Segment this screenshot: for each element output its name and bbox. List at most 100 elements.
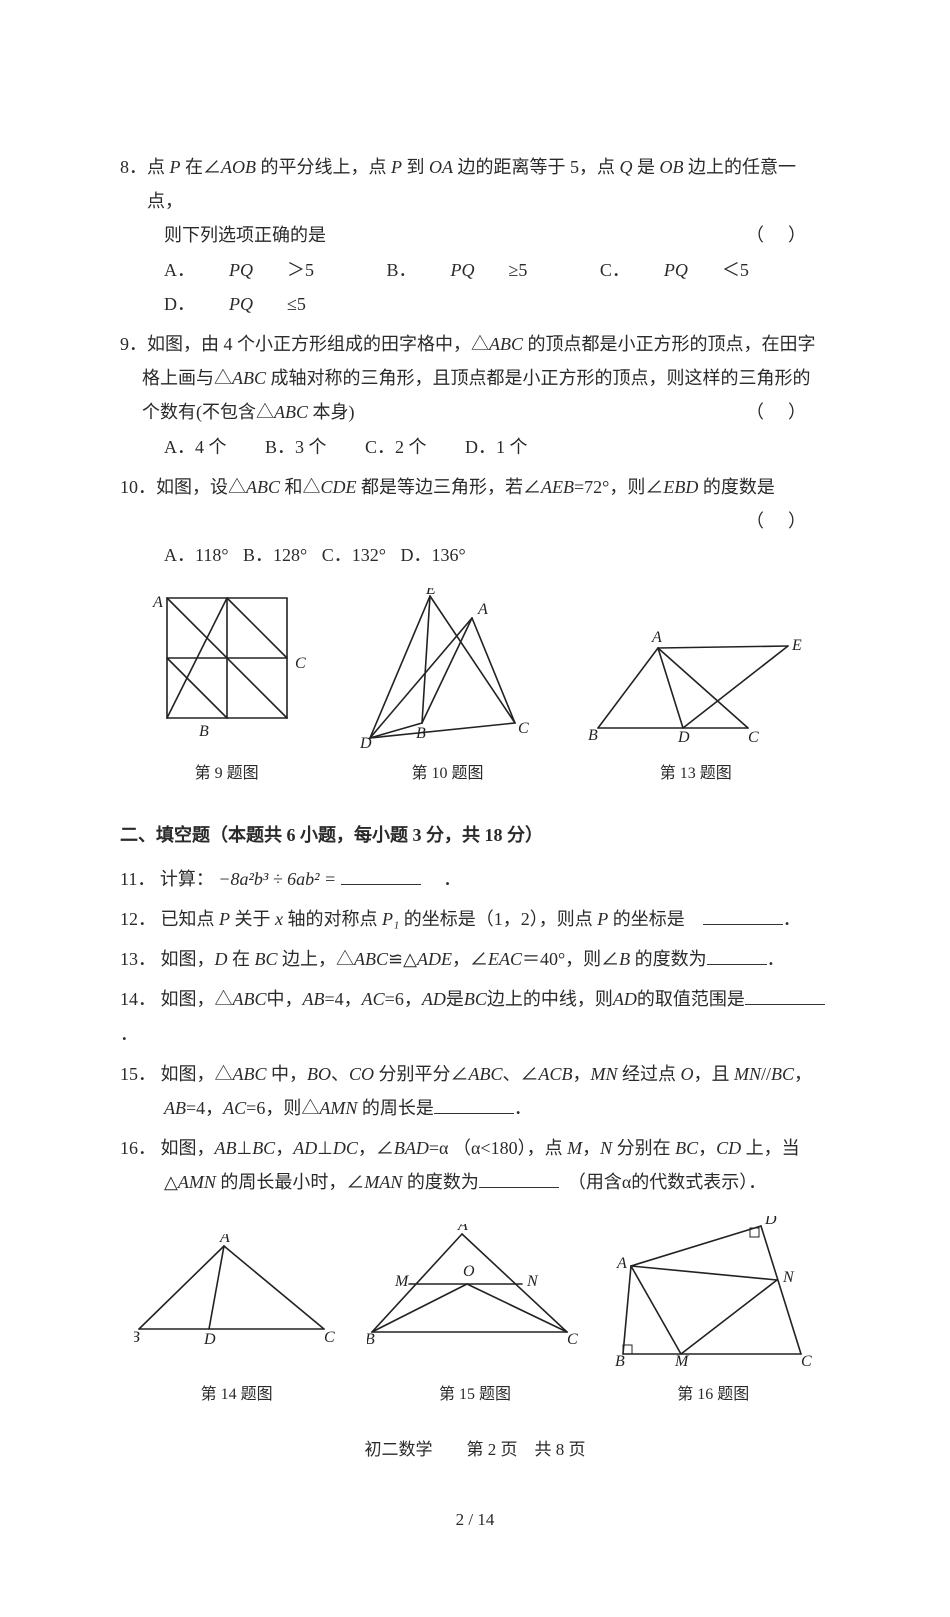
svg-text:O: O [463,1263,475,1280]
q9-number: 9． [120,327,147,361]
figure-row-1: A B C 第 9 题图 A B C D E 第 10 题图 A B C D E 第 13 题图 [120,588,830,789]
question-10: 10． 如图，设△ABC 和△CDE 都是等边三角形，若∠AEB=72°，则∠E… [120,470,830,573]
fig15-svg: ABCMNO [367,1224,582,1352]
q10-line1: 如图，设△ABC 和△CDE 都是等边三角形，若∠AEB=72°，则∠EBD 的… [156,470,830,538]
q10-opt-a: A．118° [164,538,229,572]
svg-text:D: D [360,735,372,752]
q8-opt-a: A．PQ＞5 [164,253,348,287]
q11-expr: −8a²b³ ÷ 6ab² = [218,869,336,889]
q10-paren: （） [746,504,830,538]
q10-opt-c: C．132° [322,538,386,572]
q14-blank [745,987,825,1005]
fig10-caption: 第 10 题图 [360,759,535,789]
q9-line3: 个数有(不包含△ABC 本身) （） [120,395,830,429]
fig15-caption: 第 15 题图 [367,1380,582,1410]
q9-opt-a: A．4 个 [164,430,227,464]
q9-options: A．4 个 B．3 个 C．2 个 D．1 个 [120,430,830,464]
svg-text:B: B [367,1331,375,1348]
figure-14: A B C D 第 14 题图 [134,1234,339,1410]
svg-text:A: A [219,1234,230,1246]
figure-13: A B C D E 第 13 题图 [588,628,803,789]
q15-blank [434,1096,514,1114]
figure-15: ABCMNO 第 15 题图 [367,1224,582,1410]
svg-text:A: A [152,594,163,611]
q11-number: 11． [120,869,155,889]
q16-blank [479,1170,559,1188]
figure-10: ABCDE 第 10 题图 [360,588,535,789]
svg-text:E: E [425,588,436,598]
svg-text:A: A [457,1224,468,1234]
svg-text:A: A [651,629,662,646]
svg-text:D: D [203,1331,216,1348]
fig16-svg: A B C D M N [611,1216,816,1374]
q11-blank [341,867,421,885]
question-8: 8． 点 P 在∠AOB 的平分线上，点 P 到 OA 边的距离等于 5，点 Q… [120,150,830,321]
svg-text:C: C [801,1353,812,1370]
q13-number: 13． [120,949,156,969]
fig16-caption: 第 16 题图 [611,1380,816,1410]
svg-text:E: E [791,637,802,654]
svg-text:B: B [134,1329,140,1346]
q15-number: 15． [120,1064,156,1084]
question-13: 13． 如图，D 在 BC 边上，△ABC≌△ADE，∠EAC＝40°，则∠B … [120,942,830,976]
page-footer-inner: 初二数学 第 2 页 共 8 页 [120,1434,830,1466]
q16-number: 16． [120,1138,156,1158]
svg-text:N: N [782,1269,795,1286]
q8-options: A．PQ＞5 B．PQ≥5 C．PQ＜5 D．PQ≤5 [120,253,830,321]
fig14-svg: A B C D [134,1234,339,1352]
q8-opt-c: C．PQ＜5 [600,253,783,287]
question-14: 14． 如图，△ABC中，AB=4，AC=6，AD是BC边上的中线，则AD的取值… [120,982,830,1050]
svg-text:N: N [526,1273,539,1290]
q12-number: 12． [120,909,156,929]
q8-opt-b: B．PQ≥5 [387,253,562,287]
fig14-caption: 第 14 题图 [134,1380,339,1410]
question-12: 12． 已知点 P 关于 x 轴的对称点 P₁ 的坐标是（1，2），则点 P 的… [120,902,830,936]
q13-blank [707,947,767,965]
svg-text:C: C [748,729,759,746]
svg-text:B: B [199,723,209,740]
q9-opt-c: C．2 个 [365,430,427,464]
question-11: 11． 计算： −8a²b³ ÷ 6ab² = ． [120,862,830,896]
q12-blank [703,907,783,925]
q9-opt-d: D．1 个 [465,430,528,464]
svg-text:M: M [674,1353,690,1370]
section-2-header: 二、填空题（本题共 6 小题，每小题 3 分，共 18 分） [120,818,830,852]
q14-number: 14． [120,989,156,1009]
question-16: 16． 如图，AB⊥BC，AD⊥DC，∠BAD=α （α<180），点 M，N … [120,1131,830,1199]
q9-line2: 格上画与△ABC 成轴对称的三角形，且顶点都是小正方形的顶点，则这样的三角形的 [120,361,830,395]
fig9-svg: A B C [147,593,307,753]
svg-text:M: M [394,1273,410,1290]
q10-options: A．118° B．128° C．132° D．136° [120,538,830,572]
svg-text:C: C [324,1329,335,1346]
figure-16: A B C D M N 第 16 题图 [611,1216,816,1410]
q8-paren: （） [746,218,830,252]
q16-line2: △AMN 的周长最小时，∠MAN 的度数为 （用含α的代数式表示）． [120,1165,830,1199]
q10-opt-b: B．128° [243,538,307,572]
svg-text:C: C [518,720,529,737]
svg-text:D: D [764,1216,777,1228]
q15-line2: AB=4，AC=6，则△AMN 的周长是． [120,1091,830,1125]
page-footer-outer: 2 / 14 [120,1504,830,1536]
q10-opt-d: D．136° [400,538,465,572]
svg-text:C: C [295,655,306,672]
fig9-caption: 第 9 题图 [147,759,307,789]
q8-line1: 点 P 在∠AOB 的平分线上，点 P 到 OA 边的距离等于 5，点 Q 是 … [147,150,830,218]
figure-9: A B C 第 9 题图 [147,593,307,789]
svg-text:B: B [615,1353,625,1370]
svg-text:B: B [588,727,598,744]
exam-page: 8． 点 P 在∠AOB 的平分线上，点 P 到 OA 边的距离等于 5，点 Q… [0,0,950,1617]
svg-text:D: D [677,729,690,746]
svg-text:A: A [616,1255,627,1272]
q9-opt-b: B．3 个 [265,430,327,464]
question-9: 9． 如图，由 4 个小正方形组成的田字格中，△ABC 的顶点都是小正方形的顶点… [120,327,830,464]
q8-opt-d: D．PQ≤5 [164,287,340,321]
fig13-caption: 第 13 题图 [588,759,803,789]
q9-line1: 如图，由 4 个小正方形组成的田字格中，△ABC 的顶点都是小正方形的顶点，在田… [147,327,830,361]
q8-number: 8． [120,150,147,218]
question-15: 15． 如图，△ABC 中，BO、CO 分别平分∠ABC、∠ACB，MN 经过点… [120,1057,830,1125]
svg-text:B: B [416,725,426,742]
figure-row-2: A B C D 第 14 题图 A B C M N O 第 15 题图 A B C D M N 第 16 … [120,1216,830,1410]
q10-number: 10． [120,470,156,538]
fig10-svg: ABCDE [360,588,535,753]
fig13-svg: A B C D E [588,628,803,753]
